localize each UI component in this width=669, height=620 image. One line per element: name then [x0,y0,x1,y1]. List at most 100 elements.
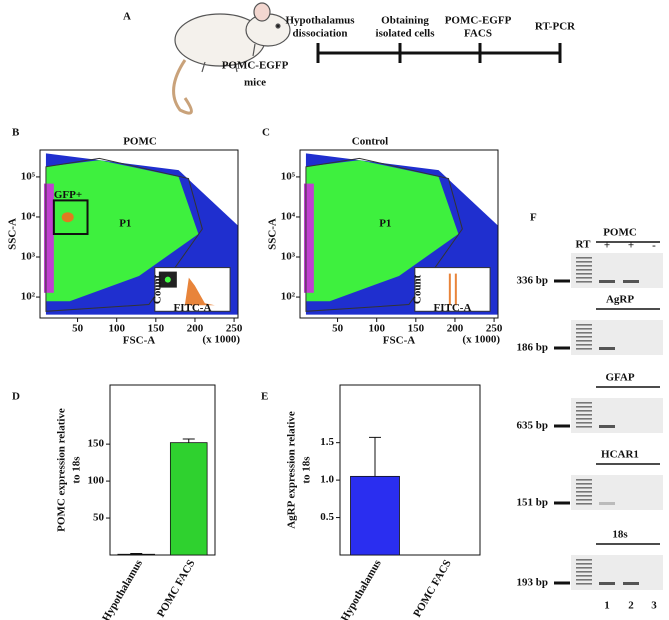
ladder-band [576,340,592,342]
mouse-label: POMC-EGFP [222,60,289,72]
y-axis-label: to 18s [301,456,313,484]
ladder-band [576,261,592,263]
y-tick-label: 100 [88,475,105,487]
inset-y-label: Count [151,274,163,304]
y-tick-label: 10⁵ [281,170,296,182]
ladder-band [576,328,592,330]
ladder-band [576,269,592,271]
inset-x-label: FITC-A [174,302,212,314]
y-tick-label: 10³ [21,251,36,263]
x-tick-label: Hypothalamus [100,557,145,620]
ladder-band [576,491,592,493]
y-axis-label: SSC-A [7,218,19,250]
gel-band [599,582,615,585]
x-tick-label: 250 [226,323,243,335]
panel-letter: A [123,11,131,23]
ladder-band [576,265,592,267]
inset [414,267,491,312]
y-tick-label: 10⁵ [21,170,36,182]
event-cloud [305,160,459,302]
band-size: 186 bp [517,342,549,354]
lane-number: 1 [604,600,610,612]
x-tick-label: 200 [187,323,204,335]
timeline [316,43,562,63]
x-tick-label: 150 [408,323,425,335]
y-axis-label: POMC expression relative [56,408,68,532]
inset-histogram [448,273,451,306]
ladder-band [576,483,592,485]
y-tick-label: 10² [281,291,296,303]
panel-letter: F [530,212,537,224]
ladder-band [576,344,592,346]
ladder-band [576,495,592,497]
gene-label: 18s [612,529,628,541]
y-tick-label: 1.5 [320,436,334,448]
panel-letter: B [12,127,20,139]
x-tick-label: 100 [368,323,385,335]
ladder-label: RT [576,239,592,251]
x-tick-label: 200 [447,323,464,335]
x-note: (x 1000) [202,334,240,346]
error-bar [182,438,195,443]
inset-y-label: Count [411,274,423,304]
ladder-band [576,336,592,338]
ladder-band [576,332,592,334]
inset-histogram [454,273,457,306]
ladder-band [576,567,592,569]
mouse-label: mice [244,77,266,89]
error-bar [369,436,381,477]
inset-image [164,276,171,283]
y-tick-label: 1.0 [320,474,334,486]
step-label: isolated cells [376,28,436,40]
gene-label: POMC [603,227,637,239]
ladder-band [576,563,592,565]
gene-label: GFAP [605,372,634,384]
gate [52,199,89,235]
event-cloud [303,183,314,293]
ladder-band [576,503,592,505]
chart-title: Control [352,136,388,148]
ladder-band [576,559,592,561]
ladder-band [576,426,592,428]
gate-label: P1 [379,217,391,229]
mouse-illustration [172,2,291,115]
event-cloud [45,160,199,302]
ladder-band [576,324,592,326]
step-label: Obtaining [381,15,429,27]
ladder-band [576,422,592,424]
y-tick-label: 10² [21,291,36,303]
bar [350,475,400,556]
chart-title: POMC [123,136,157,148]
x-tick-label: 250 [486,323,503,335]
y-tick-label: 10³ [281,251,296,263]
y-tick-label: 10⁴ [281,210,296,222]
y-axis-label: to 18s [71,456,83,484]
step-label: FACS [464,28,492,40]
y-tick-label: 150 [88,438,105,450]
plot-frame [339,384,481,556]
ladder-band [576,418,592,420]
y-tick-label: 50 [93,512,105,524]
gene-label: AgRP [606,294,634,306]
gel-band [599,280,615,283]
gel-band [599,502,615,505]
ladder-band [576,410,592,412]
ladder-band [576,277,592,279]
x-axis-label: FSC-A [123,335,155,347]
error-bar [130,553,143,555]
step-label: RT-PCR [535,21,576,33]
x-tick-label: Hypothalamus [339,557,384,620]
ladder-band [576,414,592,416]
ladder-band [576,406,592,408]
y-axis-label: SSC-A [267,218,279,250]
band-size: 635 bp [517,420,549,432]
gene-label: HCAR1 [601,449,639,461]
step-label: POMC-EGFP [445,15,512,27]
event-cloud [61,212,74,223]
plot-frame [299,149,499,319]
y-tick-label: 0.5 [320,511,334,523]
step-label: dissociation [292,28,347,40]
ladder-band [576,579,592,581]
event-cloud [43,183,54,293]
x-tick-label: POMC FACS [155,558,198,620]
